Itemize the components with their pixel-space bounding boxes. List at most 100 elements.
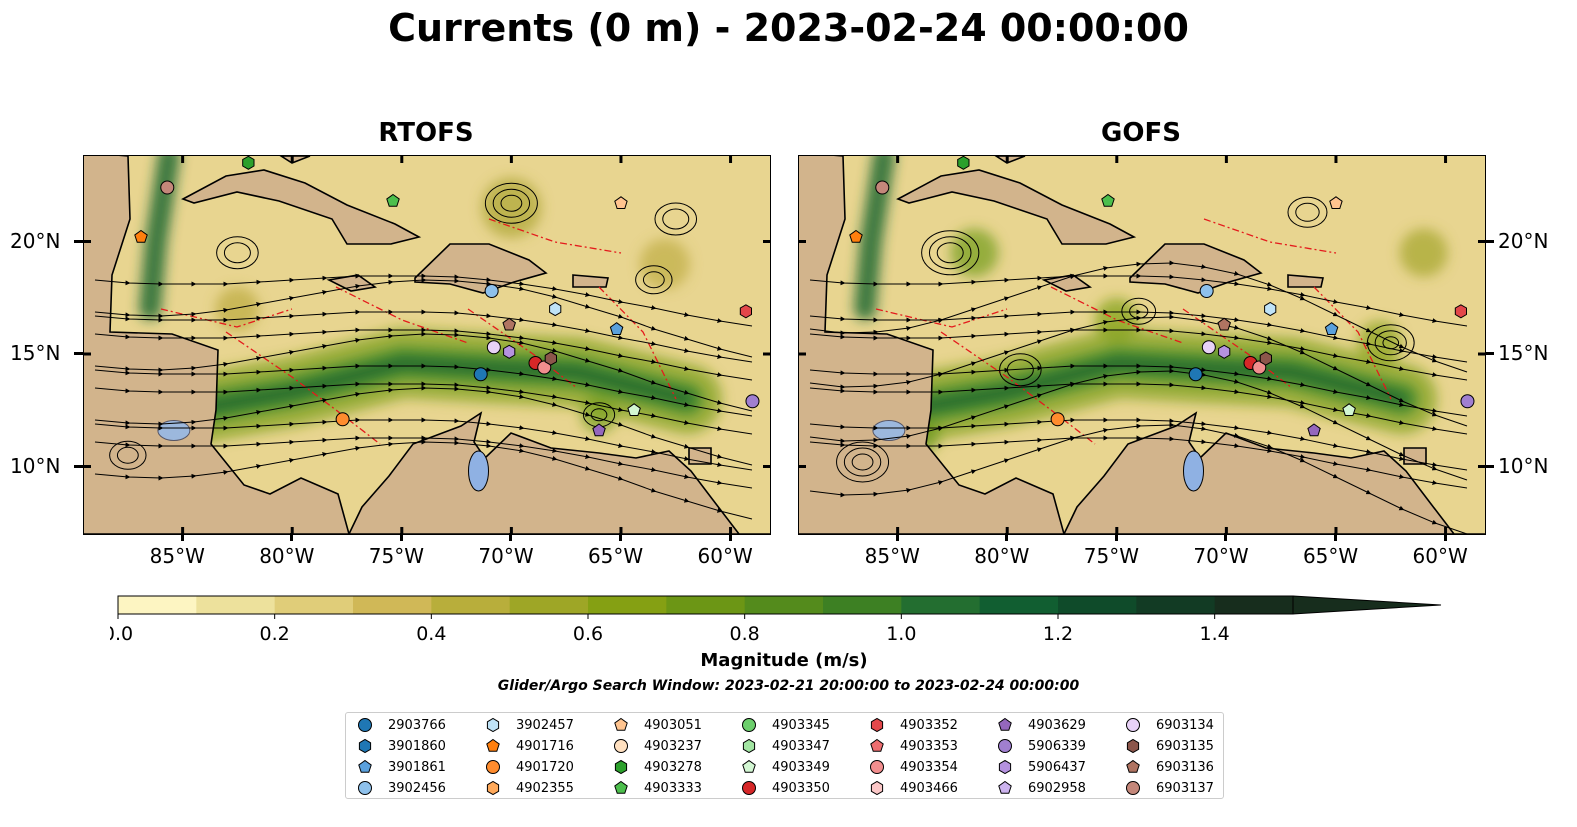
legend-item[interactable]: 5906437 <box>996 757 1086 777</box>
float-marker-6903135[interactable] <box>1259 351 1272 366</box>
float-marker-6903134[interactable] <box>486 340 501 355</box>
map-panel-gofs[interactable] <box>798 155 1486 535</box>
legend-item[interactable]: 4902355 <box>484 778 574 798</box>
legend-item[interactable]: 4903349 <box>740 757 830 777</box>
legend-item[interactable]: 4903051 <box>612 715 702 735</box>
float-marker-6903135[interactable] <box>544 351 557 366</box>
float-marker-3901861[interactable] <box>1324 322 1339 335</box>
lat-tick-label-right: 10°N <box>1498 453 1549 478</box>
legend-marker-4903237[interactable] <box>614 739 628 753</box>
legend-marker-4903350[interactable] <box>742 781 756 795</box>
landmass <box>181 169 422 245</box>
float-marker-3901861[interactable] <box>609 322 624 335</box>
legend-item[interactable]: 4903353 <box>868 736 958 756</box>
legend-item[interactable]: 6903137 <box>1124 778 1214 798</box>
float-marker-2903766[interactable] <box>1188 367 1203 382</box>
float-marker-4901716[interactable] <box>849 229 863 243</box>
legend-marker-6902958[interactable] <box>998 780 1012 794</box>
legend-marker-4903354[interactable] <box>870 760 884 774</box>
legend-item[interactable]: 4903278 <box>612 757 702 777</box>
float-marker-4903051[interactable] <box>1329 196 1343 209</box>
float-marker-4903629[interactable] <box>1307 423 1321 437</box>
float-marker-3902457[interactable] <box>549 301 562 317</box>
legend-marker-6903134[interactable] <box>1126 718 1140 732</box>
legend-marker-4903352[interactable] <box>870 717 884 733</box>
float-marker-4903278[interactable] <box>242 156 255 170</box>
legend-item[interactable]: 3901860 <box>356 736 446 756</box>
legend-item[interactable]: 4903629 <box>996 715 1086 735</box>
legend-marker-4903466[interactable] <box>870 780 884 796</box>
legend-marker-4902355[interactable] <box>486 780 500 796</box>
float-marker-6903137[interactable] <box>875 180 890 195</box>
legend-item[interactable]: 6903134 <box>1124 715 1214 735</box>
legend-marker-2903766[interactable] <box>358 718 372 732</box>
legend-item[interactable]: 4903466 <box>868 778 958 798</box>
float-marker-4903349[interactable] <box>1342 403 1356 416</box>
legend-item[interactable]: 4903350 <box>740 778 830 798</box>
legend-marker-6903137[interactable] <box>1126 781 1140 795</box>
legend-item[interactable]: 5906339 <box>996 736 1086 756</box>
legend-item[interactable]: 6903136 <box>1124 757 1214 777</box>
float-marker-4901720[interactable] <box>1050 412 1065 427</box>
float-marker-4903278[interactable] <box>957 156 970 170</box>
legend-marker-4903051[interactable] <box>614 717 628 731</box>
float-marker-4903333[interactable] <box>1101 193 1115 207</box>
legend-marker-3902456[interactable] <box>358 781 372 795</box>
float-marker-4903354[interactable] <box>1252 360 1267 375</box>
legend-item[interactable]: 6902958 <box>996 778 1086 798</box>
legend-marker-3902457[interactable] <box>486 717 500 733</box>
legend-item[interactable]: 4903352 <box>868 715 958 735</box>
legend-marker-5906437[interactable] <box>998 759 1012 775</box>
float-marker-4901716[interactable] <box>134 229 148 243</box>
float-marker-5906339[interactable] <box>745 394 760 409</box>
legend-item[interactable]: 3902457 <box>484 715 574 735</box>
float-marker-4903354[interactable] <box>537 360 552 375</box>
float-marker-3902456[interactable] <box>484 284 499 298</box>
legend-marker-3901861[interactable] <box>358 759 372 773</box>
float-marker-5906437[interactable] <box>1218 344 1231 359</box>
float-marker-3902457[interactable] <box>1264 301 1277 317</box>
legend-item[interactable]: 4903347 <box>740 736 830 756</box>
legend-item[interactable]: 4901720 <box>484 757 574 777</box>
float-marker-5906437[interactable] <box>503 344 516 359</box>
legend-item[interactable]: 3902456 <box>356 778 446 798</box>
map-panel-rtofs[interactable] <box>83 155 771 535</box>
float-marker-6903134[interactable] <box>1201 340 1216 355</box>
legend-item[interactable]: 6903135 <box>1124 736 1214 756</box>
legend-item[interactable]: 4903333 <box>612 778 702 798</box>
float-marker-4903051[interactable] <box>614 196 628 209</box>
legend-item[interactable]: 3901861 <box>356 757 446 777</box>
legend-marker-4903353[interactable] <box>870 738 884 752</box>
legend-marker-4903347[interactable] <box>742 738 756 754</box>
float-marker-5906339[interactable] <box>1460 394 1475 409</box>
float-marker-4903349[interactable] <box>627 403 641 416</box>
legend-marker-4903349[interactable] <box>742 759 756 773</box>
float-marker-3902456[interactable] <box>1199 284 1214 298</box>
legend-marker-4901716[interactable] <box>486 738 500 752</box>
legend-item[interactable]: 4903345 <box>740 715 830 735</box>
legend-marker-6903136[interactable] <box>1126 759 1140 773</box>
legend-item[interactable]: 4901716 <box>484 736 574 756</box>
landmass <box>896 169 1137 245</box>
legend-marker-4903278[interactable] <box>614 759 628 775</box>
float-marker-6903136[interactable] <box>502 317 516 331</box>
float-marker-2903766[interactable] <box>473 367 488 382</box>
float-marker-4903629[interactable] <box>592 423 606 437</box>
float-marker-6903137[interactable] <box>160 180 175 195</box>
float-marker-4901720[interactable] <box>335 412 350 427</box>
legend-marker-4901720[interactable] <box>486 760 500 774</box>
axis-tick <box>1005 533 1009 541</box>
legend-item[interactable]: 4903354 <box>868 757 958 777</box>
float-marker-6903136[interactable] <box>1217 317 1231 331</box>
float-marker-4903333[interactable] <box>386 193 400 207</box>
legend-marker-5906339[interactable] <box>998 739 1012 753</box>
legend-marker-6903135[interactable] <box>1126 738 1140 754</box>
legend-item[interactable]: 4903237 <box>612 736 702 756</box>
legend-marker-3901860[interactable] <box>358 738 372 754</box>
float-marker-4903352[interactable] <box>1454 304 1467 319</box>
legend-marker-4903345[interactable] <box>742 718 756 732</box>
legend-marker-4903333[interactable] <box>614 780 628 794</box>
float-marker-4903352[interactable] <box>739 304 752 319</box>
legend-item[interactable]: 2903766 <box>356 715 446 735</box>
legend-marker-4903629[interactable] <box>998 717 1012 731</box>
